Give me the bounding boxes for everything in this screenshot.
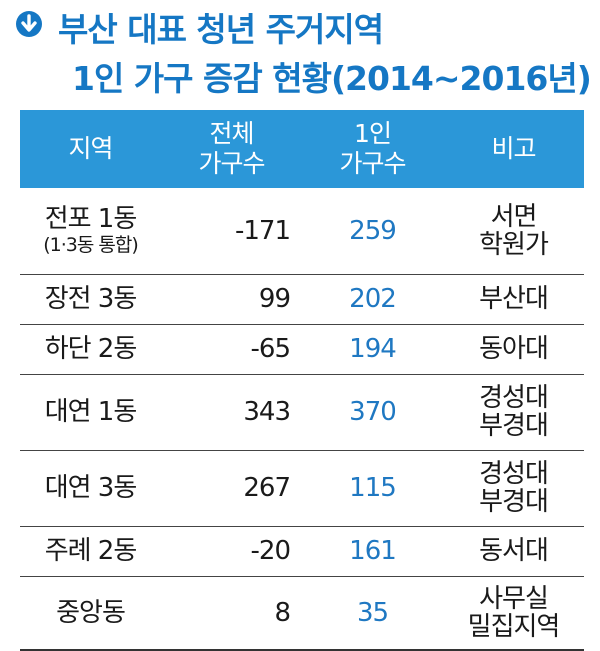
- header-region: 지역: [68, 134, 113, 163]
- table-row: 대연 3동 267 115 경성대 부경대: [20, 450, 584, 527]
- cell-region: 하단 2동: [20, 324, 161, 375]
- cell-region: 대연 1동: [20, 374, 161, 451]
- single-household-table: 지역 전체 가구수 1인 가구수 비고 전포 1동 (1·3동 통합) -171…: [20, 110, 584, 651]
- table-row: 대연 1동 343 370 경성대 부경대: [20, 374, 584, 451]
- cell-single: 259: [302, 188, 443, 275]
- cell-single: 115: [302, 450, 443, 527]
- cell-region: 장전 3동: [20, 274, 161, 325]
- header-single: 1인 가구수: [339, 119, 406, 178]
- cell-single: 202: [302, 274, 443, 325]
- table-row: 장전 3동 99 202 부산대: [20, 274, 584, 325]
- arrow-down-circle-icon: [16, 11, 42, 37]
- cell-total: 8: [161, 576, 302, 651]
- cell-single: 161: [302, 526, 443, 577]
- cell-single: 35: [302, 576, 443, 651]
- cell-region: 전포 1동 (1·3동 통합): [20, 188, 161, 275]
- table-row: 중앙동 8 35 사무실 밀집지역: [20, 576, 584, 651]
- cell-note: 사무실 밀집지역: [443, 576, 584, 651]
- cell-region: 중앙동: [20, 576, 161, 651]
- cell-total: -20: [161, 526, 302, 577]
- cell-total: -65: [161, 324, 302, 375]
- table-row: 주례 2동 -20 161 동서대: [20, 526, 584, 577]
- title-block: 부산 대표 청년 주거지역 1인 가구 증감 현황(2014~2016년): [0, 0, 600, 110]
- table-row: 하단 2동 -65 194 동아대: [20, 324, 584, 375]
- cell-region: 주례 2동: [20, 526, 161, 577]
- cell-note: 경성대 부경대: [443, 450, 584, 527]
- title-line-2: 1인 가구 증감 현황(2014~2016년): [72, 59, 592, 98]
- cell-note: 동서대: [443, 526, 584, 577]
- cell-note: 부산대: [443, 274, 584, 325]
- table-row: 전포 1동 (1·3동 통합) -171 259 서면 학원가: [20, 188, 584, 275]
- cell-total: 343: [161, 374, 302, 451]
- cell-region: 대연 3동: [20, 450, 161, 527]
- cell-note: 동아대: [443, 324, 584, 375]
- cell-single: 370: [302, 374, 443, 451]
- cell-note: 경성대 부경대: [443, 374, 584, 451]
- cell-total: 267: [161, 450, 302, 527]
- title-line-1: 부산 대표 청년 주거지역: [58, 10, 384, 49]
- table-header-row: 지역 전체 가구수 1인 가구수 비고: [20, 110, 584, 188]
- cell-single: 194: [302, 324, 443, 375]
- header-note: 비고: [491, 134, 536, 163]
- cell-total: -171: [161, 188, 302, 275]
- cell-total: 99: [161, 274, 302, 325]
- cell-note: 서면 학원가: [443, 188, 584, 275]
- header-total: 전체 가구수: [198, 119, 265, 178]
